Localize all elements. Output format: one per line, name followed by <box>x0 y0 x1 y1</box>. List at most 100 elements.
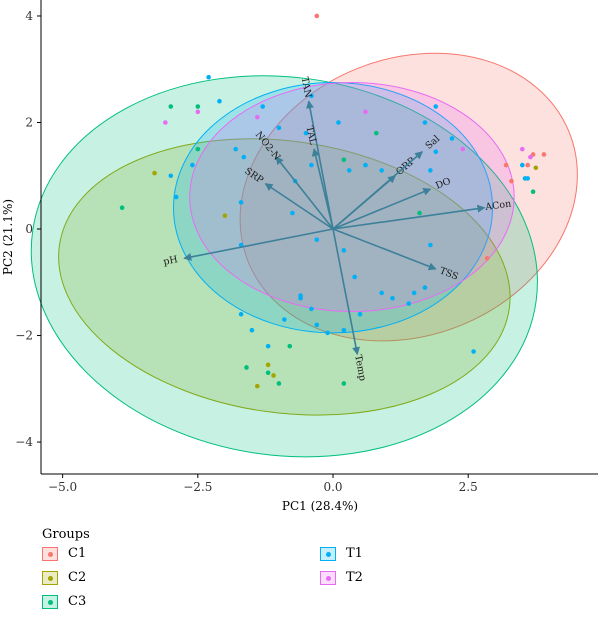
point-t1 <box>309 162 314 168</box>
point-t1 <box>379 168 384 173</box>
confidence-ellipses <box>30 52 578 458</box>
x-tick-label: 0.0 <box>323 480 342 494</box>
point-c1 <box>509 178 514 184</box>
point-t1 <box>314 322 320 328</box>
point-t1 <box>168 173 174 179</box>
point-c3 <box>417 210 422 216</box>
loading-arrow-tss <box>332 228 437 271</box>
y-tick-label: −2 <box>15 329 33 343</box>
point-t1 <box>406 301 412 306</box>
point-c3 <box>119 205 125 211</box>
legend-item-t1: T1 <box>320 546 363 561</box>
point-t2 <box>363 109 368 115</box>
x-tick-label: −2.5 <box>183 480 212 494</box>
loading-arrow-sal <box>332 151 424 230</box>
loading-label-temp: Temp <box>352 354 368 382</box>
point-t1 <box>449 136 455 141</box>
legend-label: T1 <box>346 546 363 561</box>
point-t1 <box>428 242 433 248</box>
y-axis-ticks: −4 −2 0 2 4 <box>15 9 41 449</box>
point-t1 <box>471 349 476 354</box>
point-c3 <box>276 381 282 386</box>
point-c1 <box>503 162 509 168</box>
ellipse-c3 <box>30 75 538 458</box>
point-t1 <box>422 285 428 290</box>
point-t2 <box>519 146 525 152</box>
point-t1 <box>422 120 428 125</box>
x-axis-ticks: −5.0 −2.5 0.0 2.5 <box>48 474 478 494</box>
point-t1 <box>238 200 244 205</box>
legend-item-c1: C1 <box>42 546 86 561</box>
point-t1 <box>428 168 433 173</box>
legend-key-c3 <box>42 594 58 609</box>
point-c3 <box>265 370 271 376</box>
point-t2 <box>195 109 201 115</box>
point-t1 <box>233 146 238 152</box>
ellipse-t2 <box>189 82 515 313</box>
point-c3 <box>341 157 347 163</box>
point-c2 <box>271 373 276 378</box>
y-axis-title: PC2 (21.1%) <box>1 199 15 275</box>
point-c3 <box>195 104 201 109</box>
point-t1 <box>336 120 341 125</box>
loading-arrow-tan <box>306 100 334 230</box>
axes <box>40 0 598 475</box>
point-t1 <box>433 149 439 155</box>
point-c3 <box>168 104 174 109</box>
loading-arrow-no2-n <box>275 156 334 230</box>
point-t1 <box>265 343 271 349</box>
point-t1 <box>206 74 211 80</box>
loading-arrow-acon <box>332 204 486 230</box>
loading-label-acon: ACon <box>484 199 512 214</box>
y-tick-label: 0 <box>25 222 33 236</box>
legend-key-c2 <box>42 570 58 585</box>
point-c2 <box>533 165 539 171</box>
point-t1 <box>325 330 330 336</box>
y-tick-label: 2 <box>25 115 33 129</box>
ellipse-c1 <box>239 52 578 342</box>
x-tick-label: 2.5 <box>459 480 478 494</box>
point-c3 <box>373 130 379 136</box>
scatter-points <box>119 13 547 389</box>
point-t1 <box>303 130 309 136</box>
point-t1 <box>241 154 247 160</box>
loading-label-tan: TAN <box>299 76 314 99</box>
loading-arrow-temp <box>332 228 360 356</box>
point-t2 <box>460 146 466 152</box>
legend-item-c2: C2 <box>42 570 86 585</box>
point-c3 <box>244 365 249 370</box>
point-t1 <box>249 327 255 333</box>
legend-label: C2 <box>68 570 87 585</box>
point-c1 <box>314 13 320 19</box>
point-t2 <box>163 120 168 125</box>
point-t1 <box>341 248 347 253</box>
point-c3 <box>287 343 293 349</box>
point-t1 <box>309 93 314 99</box>
point-t1 <box>238 311 244 317</box>
point-c2 <box>152 170 157 176</box>
loading-label-ph: pH <box>162 254 178 268</box>
legend-item-c3: C3 <box>42 594 86 609</box>
point-t1 <box>411 290 417 296</box>
point-t2 <box>528 154 533 160</box>
legend-key-t1 <box>320 546 336 561</box>
point-c3 <box>195 146 201 152</box>
point-c2 <box>255 383 260 389</box>
point-t1 <box>390 295 395 301</box>
point-t1 <box>433 104 439 109</box>
loading-arrow-tal <box>311 148 334 230</box>
point-t1 <box>309 306 314 312</box>
point-t1 <box>314 237 320 242</box>
legend-item-t2: T2 <box>320 570 363 585</box>
point-t1 <box>519 162 525 168</box>
point-t1 <box>352 274 357 280</box>
point-t1 <box>190 162 195 168</box>
point-c1 <box>525 162 530 168</box>
loading-label-do: DO <box>434 176 453 192</box>
point-t1 <box>363 162 368 168</box>
x-axis-title: PC1 (28.4%) <box>282 499 358 513</box>
y-tick-label: −4 <box>15 435 33 449</box>
y-tick-label: 4 <box>25 9 33 23</box>
legend-label: T2 <box>346 570 363 585</box>
